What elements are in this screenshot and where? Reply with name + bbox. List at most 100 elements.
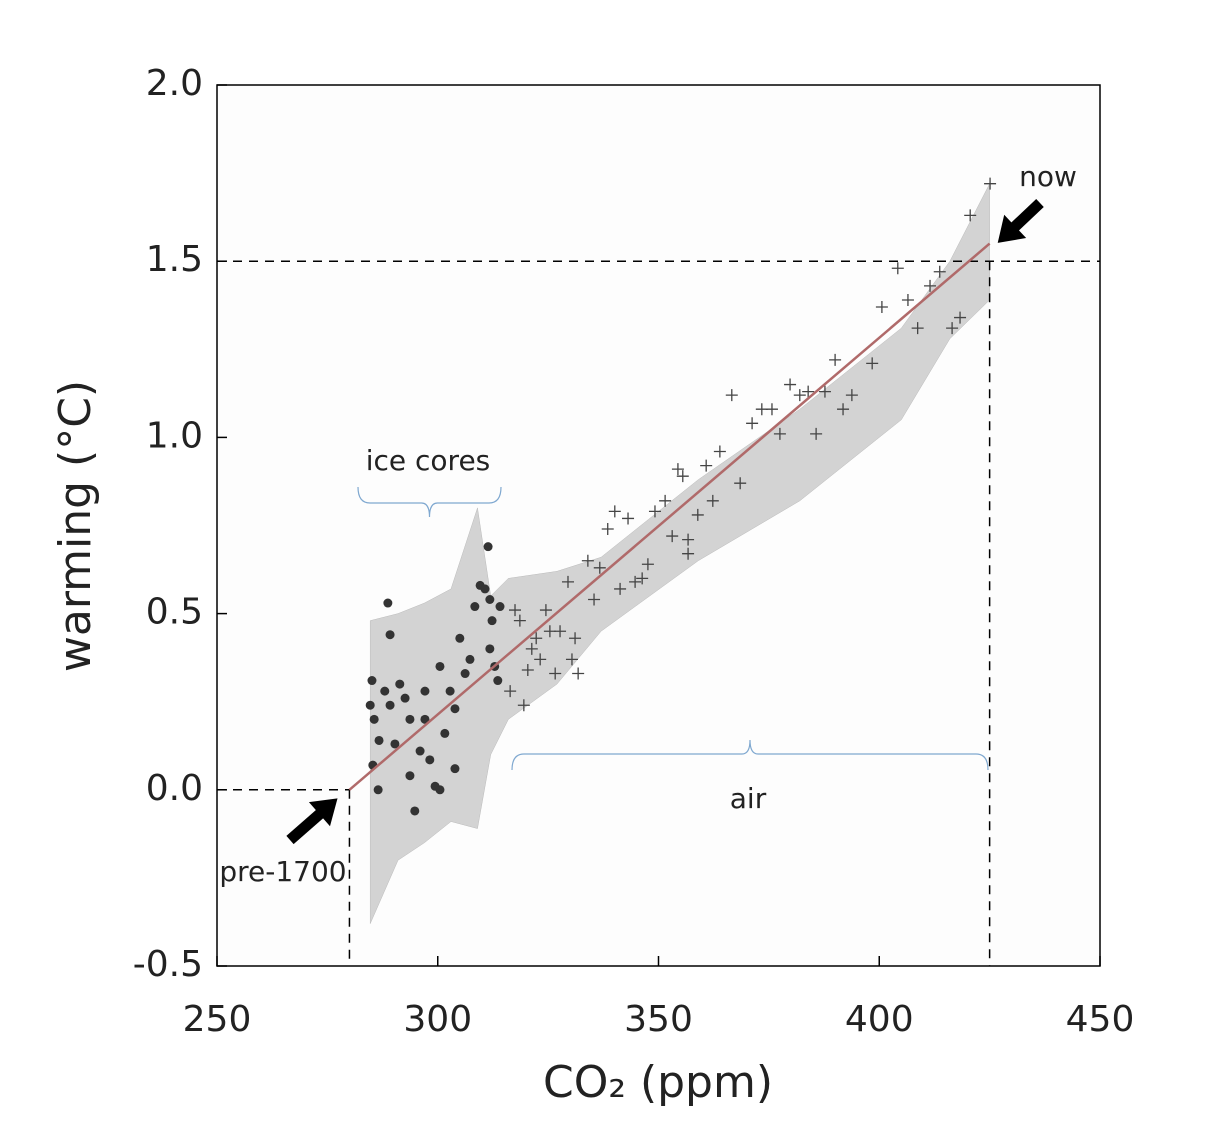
air-point (666, 530, 679, 543)
air-point (569, 632, 582, 645)
ice-core-point (373, 785, 383, 795)
annotation: now (1019, 160, 1077, 193)
air-point (581, 554, 594, 567)
bracket (357, 486, 502, 518)
ice-core-point (385, 630, 395, 640)
x-tick-label: 300 (403, 999, 472, 1040)
air-point (691, 508, 704, 521)
x-tick-label: 450 (1066, 999, 1135, 1040)
ice-core-point (380, 686, 390, 696)
fit-line (348, 242, 991, 791)
air-point (676, 470, 689, 483)
air-point (543, 625, 556, 638)
ice-core-point (369, 714, 379, 724)
air-point (554, 625, 567, 638)
air-point (682, 533, 695, 546)
ice-core-point (435, 785, 445, 795)
air-point (509, 604, 522, 617)
ice-core-point (450, 704, 460, 714)
ice-core-point (455, 633, 465, 643)
air-point (954, 311, 967, 324)
air-point (810, 427, 823, 440)
ice-core-point (405, 771, 415, 781)
ice-core-point (483, 542, 493, 552)
air-point (901, 293, 914, 306)
air-point (534, 653, 547, 666)
y-tick-label: 1.0 (146, 415, 203, 456)
ice-core-point (487, 616, 497, 626)
ice-core-point (410, 806, 420, 816)
ice-core-point (445, 686, 455, 696)
air-point (525, 642, 538, 655)
ice-core-point (367, 676, 377, 686)
air-point (964, 209, 977, 222)
air-point (513, 614, 526, 627)
ice-core-point (395, 679, 405, 689)
air-point (802, 385, 815, 398)
annotation: air (730, 782, 767, 815)
ice-core-point (470, 602, 480, 612)
air-point (601, 523, 614, 536)
air-point (539, 604, 552, 617)
ice-core-point (425, 755, 435, 765)
air-point (713, 445, 726, 458)
ice-core-point (385, 700, 395, 710)
ice-core-point (485, 595, 495, 605)
air-point (530, 632, 543, 645)
y-axis-label: warming (°C) (50, 380, 101, 672)
air-point (911, 322, 924, 335)
ice-core-point (365, 700, 375, 710)
air-point (572, 667, 585, 680)
air-point (933, 265, 946, 278)
air-point (593, 561, 606, 574)
y-tick-label: 2.0 (146, 63, 203, 104)
ice-core-point (420, 714, 430, 724)
ice-core-point (495, 602, 505, 612)
x-tick-label: 350 (624, 999, 693, 1040)
air-point (946, 322, 959, 335)
air-point (818, 385, 831, 398)
air-point (636, 572, 649, 585)
air-point (659, 494, 672, 507)
x-tick-label: 250 (183, 999, 252, 1040)
air-point (866, 357, 879, 370)
x-axis-label: CO₂ (ppm) (543, 1057, 773, 1108)
air-point (521, 663, 534, 676)
y-tick-label: -0.5 (133, 944, 203, 985)
air-point (755, 403, 768, 416)
arrow-head (308, 798, 338, 827)
air-point (746, 417, 759, 430)
ice-core-point (405, 714, 415, 724)
x-tick-label: 400 (845, 999, 914, 1040)
annotation: pre-1700 (219, 855, 346, 888)
air-point (875, 301, 888, 314)
y-tick-label: 0.5 (146, 592, 203, 633)
air-point (706, 494, 719, 507)
air-point (837, 403, 850, 416)
air-point (700, 459, 713, 472)
air-point (517, 699, 530, 712)
air-point (725, 389, 738, 402)
ice-core-point (420, 686, 430, 696)
air-point (648, 505, 661, 518)
air-point (622, 512, 635, 525)
ice-core-point (485, 644, 495, 654)
air-point (845, 389, 858, 402)
air-point (641, 558, 654, 571)
ice-core-point (480, 584, 490, 594)
y-tick-label: 0.0 (146, 768, 203, 809)
air-point (588, 593, 601, 606)
air-point (629, 575, 642, 588)
ice-core-point (415, 746, 425, 756)
air-point (682, 547, 695, 560)
ice-core-point (435, 661, 445, 671)
air-point (549, 667, 562, 680)
air-point (773, 427, 786, 440)
air-point (614, 582, 627, 595)
ice-core-point (383, 598, 393, 608)
air-point (924, 279, 937, 292)
bracket (511, 739, 989, 771)
ice-core-point (390, 739, 400, 749)
air-point (784, 378, 797, 391)
air-point (829, 353, 842, 366)
